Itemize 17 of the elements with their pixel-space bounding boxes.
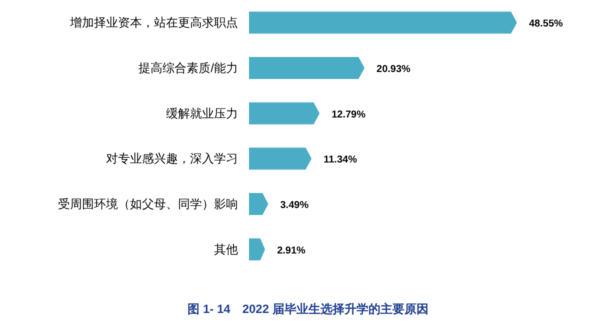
- data-label: 2.91%: [277, 245, 306, 256]
- y-tick-label: 缓解就业压力: [166, 106, 238, 120]
- bar: [249, 148, 312, 170]
- bar: [249, 102, 320, 124]
- data-label: 11.34%: [324, 154, 358, 166]
- y-tick-label: 其他: [214, 242, 238, 256]
- bar: [249, 12, 517, 34]
- y-tick-label: 受周围环境（如父母、同学）影响: [58, 197, 238, 211]
- y-tick-label: 增加择业资本，站在更高求职点: [69, 16, 238, 30]
- data-label: 20.93%: [376, 64, 411, 75]
- y-tick-label: 对专业感兴趣，深入学习: [106, 152, 238, 166]
- data-label: 48.55%: [529, 18, 564, 30]
- data-label: 12.79%: [332, 109, 366, 120]
- y-tick-label: 提高综合素质/能力: [138, 61, 238, 75]
- bar: [249, 57, 365, 79]
- data-label: 3.49%: [280, 200, 309, 211]
- text: 图 1- 14 2022 届毕业生选择升学的主要原因: [188, 302, 428, 316]
